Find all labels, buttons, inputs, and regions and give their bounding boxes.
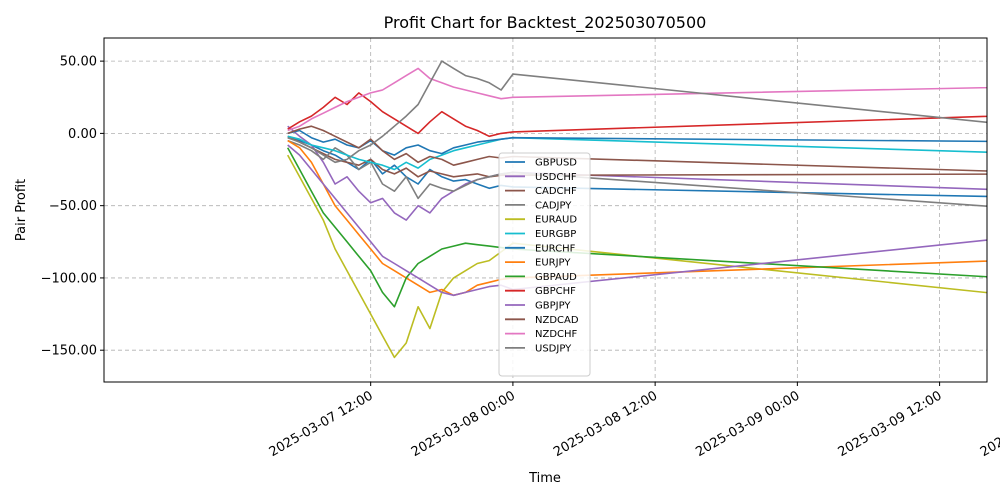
legend-label: GBPAUD xyxy=(535,272,577,283)
legend-label: USDCHF xyxy=(535,172,577,183)
y-tick-label: −50.00 xyxy=(49,199,97,214)
series-line-cadjpy xyxy=(287,139,987,207)
legend-label: NZDCAD xyxy=(535,315,579,326)
legend: GBPUSD USDCHF CADCHF CADJPY EURAUD EURGBP EURC… xyxy=(498,152,591,377)
series-line-nzdchf xyxy=(287,67,987,132)
legend-item: GBPAUD xyxy=(505,272,577,283)
y-tick-label: −150.00 xyxy=(41,344,97,359)
legend-item: CADCHF xyxy=(505,186,577,197)
legend-item: GBPJPY xyxy=(505,301,571,312)
series-line-eurchf xyxy=(287,129,987,156)
legend-label: NZDCHF xyxy=(535,329,578,340)
legend-label: GBPJPY xyxy=(535,301,571,312)
series-line-nzdcad xyxy=(287,125,987,172)
series-line-euraud xyxy=(286,154,987,359)
legend-item: EURJPY xyxy=(505,258,571,269)
legend-box xyxy=(498,152,591,377)
series-line-usdchf xyxy=(287,125,987,221)
y-axis: 50.00 0.00 −50.00 −100.00 −150.00 xyxy=(41,55,104,359)
series-lines xyxy=(286,60,987,359)
y-tick-label: 50.00 xyxy=(60,55,97,70)
legend-item: EURCHF xyxy=(505,243,576,254)
chart-title: Profit Chart for Backtest_202503070500 xyxy=(384,13,707,33)
plot-frame xyxy=(103,37,988,383)
legend-item: NZDCHF xyxy=(505,329,578,340)
x-axis-label: Time xyxy=(528,471,561,486)
y-tick-label: 0.00 xyxy=(68,127,97,142)
legend-item: USDCHF xyxy=(505,172,577,183)
legend-item: GBPUSD xyxy=(505,158,577,169)
legend-label: USDJPY xyxy=(535,343,572,354)
legend-item: EURAUD xyxy=(505,215,577,226)
y-tick-label: −100.00 xyxy=(41,271,97,286)
legend-label: GBPUSD xyxy=(535,158,577,169)
legend-item: EURGBP xyxy=(505,229,576,240)
y-axis-label: Pair Profit xyxy=(14,179,29,241)
legend-label: EURCHF xyxy=(535,243,576,254)
series-line-gbpchf xyxy=(287,92,987,138)
series-line-gbpjpy xyxy=(287,144,987,297)
legend-item: NZDCAD xyxy=(505,315,579,326)
legend-item: GBPCHF xyxy=(505,286,576,297)
series-line-gbpaud xyxy=(286,147,987,308)
series-line-cadchf xyxy=(287,135,987,178)
legend-item: CADJPY xyxy=(505,200,572,211)
legend-label: EURJPY xyxy=(535,258,571,269)
series-line-eurjpy xyxy=(287,139,987,297)
legend-label: EURAUD xyxy=(535,215,577,226)
legend-label: CADCHF xyxy=(535,186,577,197)
legend-label: GBPCHF xyxy=(535,286,576,297)
legend-label: CADJPY xyxy=(535,200,572,211)
series-line-usdjpy xyxy=(287,60,987,164)
legend-label: EURGBP xyxy=(535,229,576,240)
legend-item: USDJPY xyxy=(505,343,572,354)
